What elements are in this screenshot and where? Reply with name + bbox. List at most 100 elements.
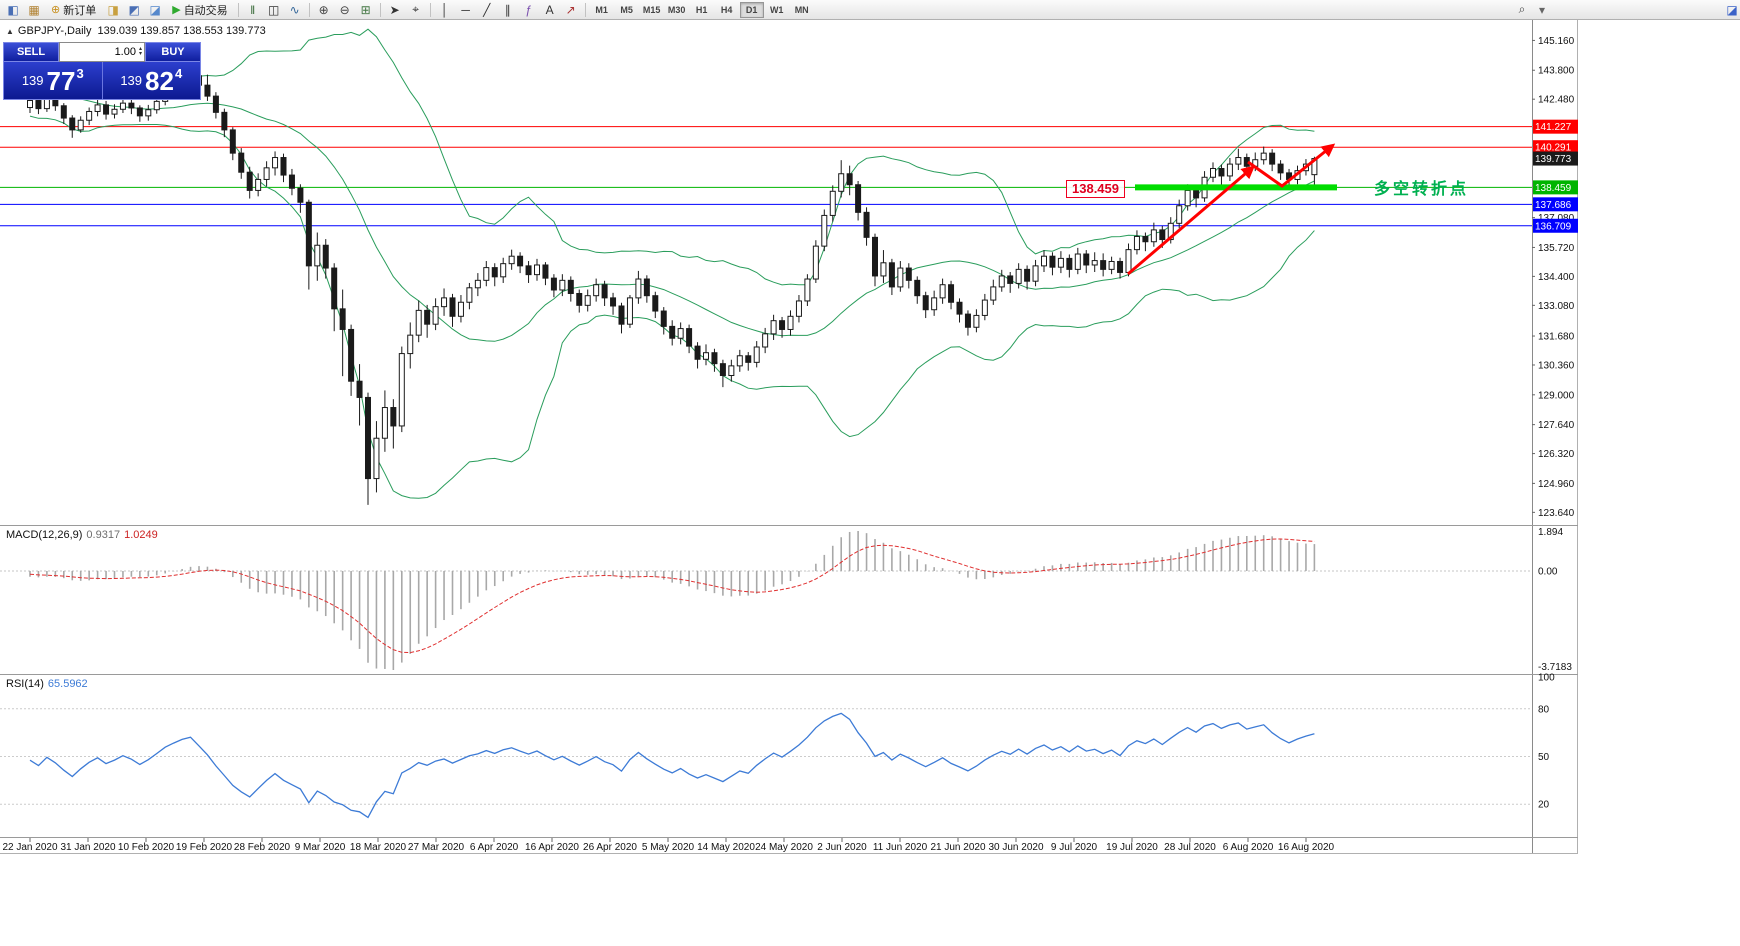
horizontal-line-icon[interactable]: ─ — [461, 2, 470, 17]
date-label: 31 Jan 2020 — [60, 842, 115, 853]
buy-price-sup: 4 — [174, 66, 183, 81]
buy-price-big: 82 — [145, 65, 174, 96]
timeframe-H4[interactable]: H4 — [720, 4, 733, 15]
metaeditor-icon[interactable]: ◪ — [149, 2, 161, 17]
price-tick-label: 124.960 — [1538, 479, 1575, 490]
timeframe-M30[interactable]: M30 — [667, 4, 686, 15]
date-label: 18 Mar 2020 — [350, 842, 407, 853]
date-label: 11 Jun 2020 — [873, 842, 928, 853]
rsi-axis-label: 80 — [1538, 704, 1550, 715]
timeframe-MN[interactable]: MN — [794, 4, 809, 15]
one-click-collapse-arrow[interactable]: ▲ — [6, 27, 14, 36]
trend-arrow — [1247, 143, 1336, 188]
price-axis[interactable]: 145.160 143.800 142.480 137.080 135.720 134.4… — [1532, 36, 1578, 519]
autotrading-button[interactable]: ▶ 自动交易 — [166, 1, 233, 18]
macd-axis-max: 1.894 — [1538, 527, 1563, 538]
svg-text:139.773: 139.773 — [1535, 154, 1572, 165]
macd-axis[interactable]: 1.894 0.00 -3.7183 — [1538, 527, 1572, 673]
price-tick-label: 137.080 — [1538, 213, 1575, 224]
rsi-line — [29, 712, 1315, 819]
date-axis[interactable]: 22 Jan 2020 31 Jan 2020 10 Feb 2020 19 Feb … — [2, 838, 1335, 853]
timeframe-M15[interactable]: M15 — [642, 4, 661, 15]
trendline-icon[interactable]: ╱ — [483, 2, 491, 17]
rsi-name: RSI(14) — [6, 678, 44, 690]
turning-point-label[interactable]: 多空转折点 — [1374, 181, 1470, 198]
fibonacci-icon[interactable]: ƒ — [525, 2, 533, 17]
buy-price-display[interactable]: 139 82 4 — [103, 62, 201, 99]
date-label: 19 Jul 2020 — [1106, 842, 1158, 853]
date-label: 14 May 2020 — [697, 842, 755, 853]
rsi-axis-label: 100 — [1538, 673, 1555, 684]
macd-histogram — [29, 531, 1316, 670]
date-label: 6 Aug 2020 — [1223, 842, 1274, 853]
timeframe-H1[interactable]: H1 — [695, 4, 708, 15]
arrows-tool-icon[interactable]: ↗ — [565, 2, 576, 17]
line-chart-icon[interactable]: ∿ — [289, 2, 300, 17]
sell-button[interactable]: SELL — [3, 42, 59, 62]
trend-arrows[interactable] — [1127, 143, 1336, 276]
price-tick-label: 135.720 — [1538, 243, 1575, 254]
date-label: 5 May 2020 — [642, 842, 695, 853]
timeframe-W1[interactable]: W1 — [769, 4, 784, 15]
date-label: 9 Jul 2020 — [1051, 842, 1098, 853]
price-badge: 139.773 — [1533, 151, 1578, 166]
equidistant-channel-icon[interactable]: ∥ — [504, 2, 511, 17]
date-label: 27 Mar 2020 — [408, 842, 465, 853]
rsi-level-lines — [0, 708, 1532, 805]
sell-price-display[interactable]: 139 77 3 — [4, 62, 102, 99]
timeframe-M1[interactable]: M1 — [595, 4, 608, 15]
date-label: 30 Jun 2020 — [988, 842, 1043, 853]
candlestick-chart-icon[interactable]: ◫ — [268, 2, 280, 17]
date-label: 22 Jan 2020 — [2, 842, 57, 853]
new-order-button-icon: ⊕ — [51, 4, 61, 16]
chart-ohlc-values: 139.039 139.857 138.553 139.773 — [97, 25, 266, 37]
rsi-indicator-label: RSI(14) 65.5962 — [6, 678, 88, 690]
timeframe-M5[interactable]: M5 — [620, 4, 633, 15]
svg-text:136.709: 136.709 — [1535, 221, 1572, 232]
volume-up-icon[interactable]: ▴ — [138, 46, 142, 52]
text-tool-icon[interactable]: A — [545, 2, 554, 17]
candles — [27, 67, 1318, 505]
one-click-trading-panel: SELL 1.00 ▴ ▾ BUY 139 77 3 139 82 4 — [3, 42, 201, 100]
search-caret-icon[interactable]: ▾ — [1538, 2, 1546, 17]
autotrading-button-label: 自动交易 — [183, 4, 228, 17]
market-watch-icon[interactable]: ◨ — [107, 2, 119, 17]
search-icon[interactable]: ⌕ — [1518, 2, 1526, 16]
volume-field[interactable]: 1.00 ▴ ▾ — [59, 42, 145, 62]
date-label: 28 Feb 2020 — [234, 842, 291, 853]
date-label: 16 Aug 2020 — [1278, 842, 1335, 853]
volume-down-icon[interactable]: ▾ — [138, 51, 142, 57]
vertical-line-icon[interactable]: │ — [440, 2, 449, 17]
timeframe-D1[interactable]: D1 — [739, 1, 764, 18]
rsi-axis-label: 20 — [1538, 800, 1550, 811]
cursor-icon[interactable]: ➤ — [389, 2, 400, 17]
data-window-icon[interactable]: ◩ — [128, 2, 140, 17]
zoom-in-icon[interactable]: ⊕ — [318, 2, 329, 17]
new-order-button[interactable]: ⊕ 新订单 — [45, 1, 102, 18]
chart-title-bar: ▲ GBPJPY-,Daily 139.039 139.857 138.553 13… — [6, 25, 266, 37]
toolbar-right-group: ⌕ ▾ — [1512, 1, 1552, 18]
zoom-out-icon[interactable]: ⊖ — [339, 2, 350, 17]
new-order-button-label: 新订单 — [63, 4, 97, 17]
date-label: 6 Apr 2020 — [470, 842, 519, 853]
date-label: 19 Feb 2020 — [176, 842, 233, 853]
volume-spinner[interactable]: ▴ ▾ — [138, 46, 142, 57]
new-chart-icon[interactable]: ◧ — [7, 2, 19, 17]
panel-toggle-icon[interactable]: ◪ — [1726, 2, 1738, 17]
crosshair-icon[interactable]: ⌖ — [412, 2, 420, 16]
price-tick-label: 130.360 — [1538, 360, 1575, 371]
price-level-callout[interactable]: 138.459 — [1066, 180, 1125, 198]
macd-axis-zero: 0.00 — [1538, 566, 1558, 577]
price-badge: 138.459 — [1533, 180, 1578, 195]
macd-indicator-label: MACD(12,26,9) 0.9317 1.0249 — [6, 529, 158, 541]
bar-chart-icon[interactable]: ‖ — [250, 2, 256, 17]
tile-windows-icon[interactable]: ⊞ — [360, 2, 371, 17]
buy-button[interactable]: BUY — [145, 42, 201, 62]
profiles-icon[interactable]: ▦ — [28, 2, 40, 17]
rsi-axis[interactable]: 100 80 50 20 — [1538, 673, 1555, 811]
macd-main-value: 0.9317 — [86, 529, 121, 541]
price-tick-label: 145.160 — [1538, 36, 1575, 47]
price-tick-label: 131.680 — [1538, 332, 1575, 343]
macd-axis-min: -3.7183 — [1538, 662, 1572, 673]
